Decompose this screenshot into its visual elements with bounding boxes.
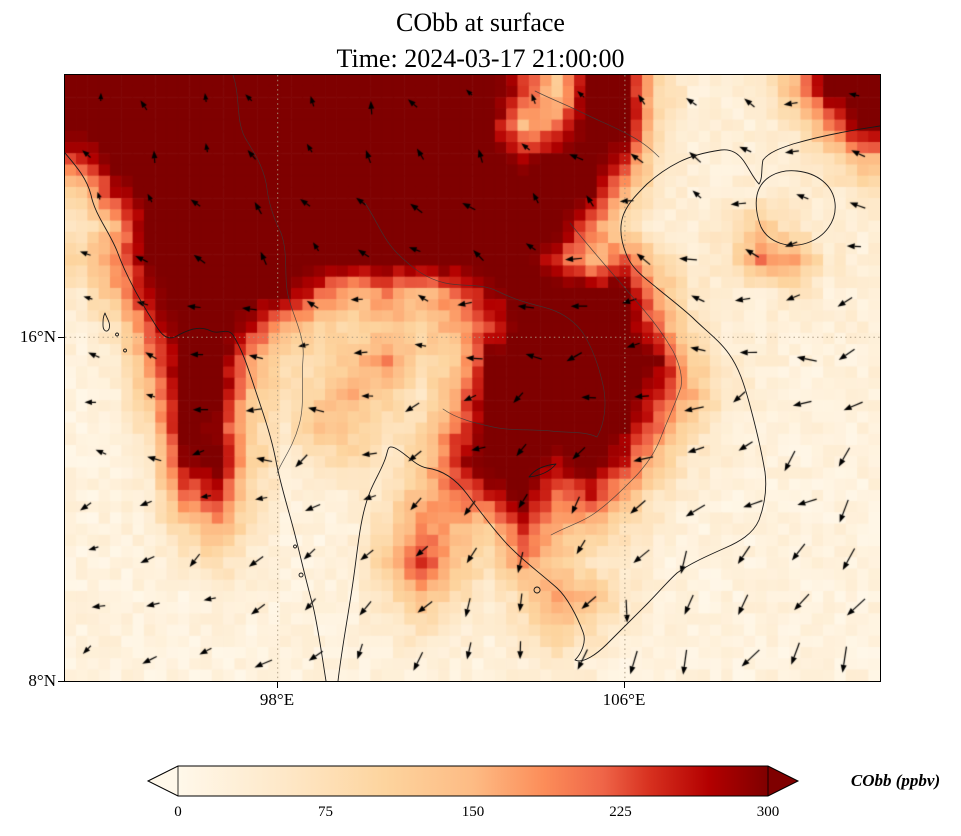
xtick-mark-106e (624, 682, 625, 688)
xtick-label-98e: 98°E (259, 690, 295, 709)
title-line-1: CObb at surface (396, 8, 565, 37)
ytick-mark-8n (58, 681, 65, 682)
colorbar-tick-75: 75 (318, 804, 333, 820)
colorbar-ticks: 0 75 150 225 300 (174, 804, 779, 820)
gridlines-layer (65, 75, 880, 681)
heatmap-canvas (65, 75, 880, 681)
border-thailand-myanmar (276, 232, 304, 474)
map-axes (64, 74, 881, 682)
xtick-label-106e: 106°E (602, 690, 646, 709)
title-line-2: Time: 2024-03-17 21:00:00 (336, 44, 625, 73)
colorbar-tick-225: 225 (609, 804, 632, 820)
ytick-label-16n: 16°N (19, 327, 56, 346)
ytick-label-8n: 8°N (28, 671, 56, 690)
colorbar: 0 75 150 225 300 (140, 764, 820, 828)
coastline-hainan-island (755, 170, 836, 246)
coastline-mainland (65, 152, 327, 681)
colorbar-svg: 0 75 150 225 300 (146, 765, 800, 820)
coastline-gulf-vietnam (337, 125, 880, 681)
ytick-mark-16n (58, 337, 65, 338)
coastline-layer (65, 125, 880, 681)
border-china-vietnam (534, 90, 660, 158)
map-overlay (65, 75, 880, 681)
border-mekong-thailand-laos (364, 202, 606, 438)
border-myanmar-china (232, 75, 282, 234)
lake-tonle-sap (528, 463, 557, 478)
colorbar-tick-300: 300 (757, 804, 780, 820)
country-borders-layer (232, 75, 682, 536)
coastline-small-islands (102, 312, 541, 594)
border-vietnam-laos-cambodia (550, 222, 682, 536)
xtick-mark-98e (277, 682, 278, 688)
colorbar-tick-0: 0 (174, 804, 182, 820)
colorbar-tick-150: 150 (462, 804, 485, 820)
colorbar-bar (146, 765, 800, 797)
colorbar-label: CObb (ppbv) (850, 771, 941, 790)
